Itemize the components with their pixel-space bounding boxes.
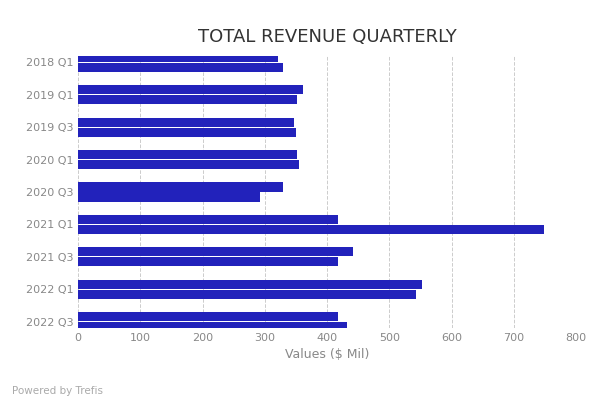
Bar	[78, 322, 347, 331]
Text: Powered by Trefis: Powered by Trefis	[12, 386, 103, 396]
Legend: IAA: IAA	[293, 395, 361, 400]
X-axis label: Values ($ Mil): Values ($ Mil)	[285, 348, 369, 362]
Bar	[78, 182, 283, 192]
Bar	[78, 118, 294, 127]
Bar	[78, 257, 338, 266]
Bar	[78, 95, 297, 104]
Bar	[78, 215, 338, 224]
Bar	[78, 225, 544, 234]
Bar	[78, 280, 422, 289]
Bar	[78, 128, 296, 137]
Bar	[78, 160, 299, 169]
Bar	[78, 192, 260, 202]
Bar	[78, 247, 353, 256]
Bar	[78, 63, 283, 72]
Bar	[78, 85, 304, 94]
Bar	[78, 53, 278, 62]
Bar	[78, 312, 338, 321]
Bar	[78, 150, 297, 159]
Title: TOTAL REVENUE QUARTERLY: TOTAL REVENUE QUARTERLY	[197, 28, 457, 46]
Bar	[78, 290, 416, 299]
